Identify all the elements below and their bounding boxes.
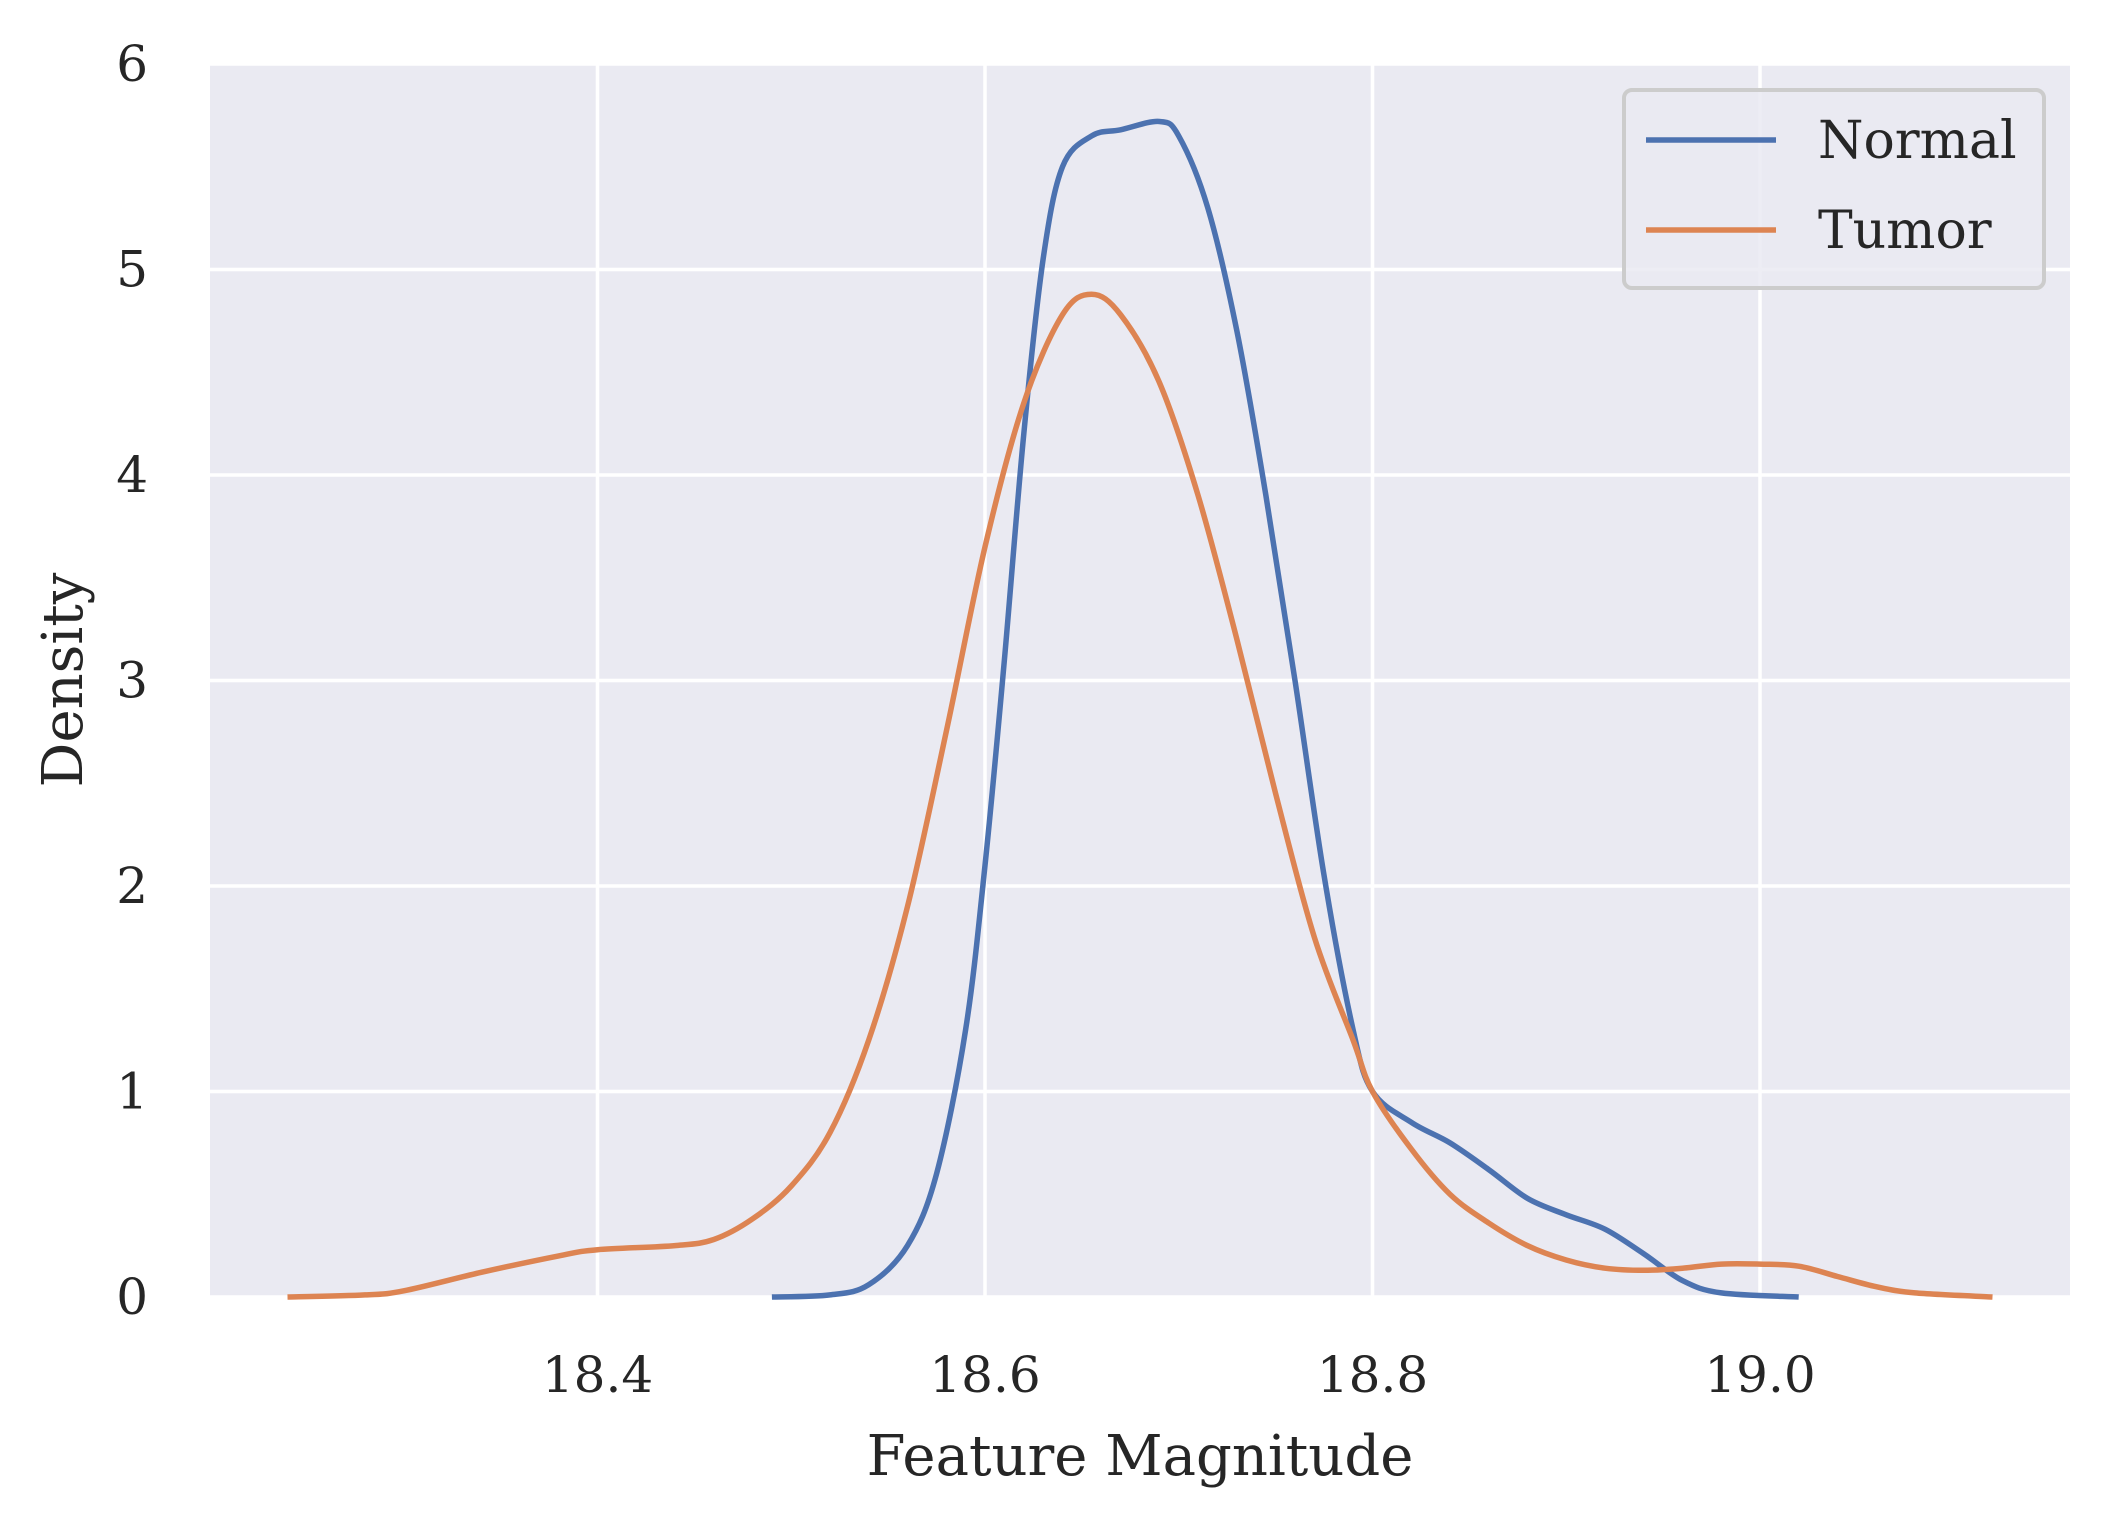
- legend: Normal Tumor: [1622, 88, 2046, 290]
- y-axis-label: Density: [31, 572, 96, 787]
- y-tick-label: 3: [116, 652, 148, 710]
- legend-label: Normal: [1818, 111, 2017, 171]
- series-line-tumor: [287, 291, 1993, 1300]
- x-tick-label: 19.0: [1704, 1346, 1815, 1404]
- y-tick-label: 5: [116, 241, 148, 299]
- x-tick-label: 18.8: [1317, 1346, 1428, 1404]
- x-tick-label: 18.6: [929, 1346, 1040, 1404]
- series-lines: [287, 118, 1993, 1300]
- y-tick-label: 2: [116, 857, 148, 915]
- y-tick-label: 0: [116, 1268, 148, 1326]
- y-tick-label: 4: [116, 446, 148, 504]
- y-tick-label: 1: [116, 1063, 148, 1121]
- series-line-normal: [771, 118, 1799, 1300]
- y-tick-label: 6: [116, 35, 148, 93]
- y-tick-labels: 0 1 2 3 4 5 6: [116, 35, 148, 1326]
- x-tick-labels: 18.4 18.6 18.8 19.0: [542, 1346, 1816, 1404]
- legend-label: Tumor: [1818, 201, 1992, 261]
- x-tick-label: 18.4: [542, 1346, 653, 1404]
- x-axis-label: Feature Magnitude: [867, 1424, 1414, 1489]
